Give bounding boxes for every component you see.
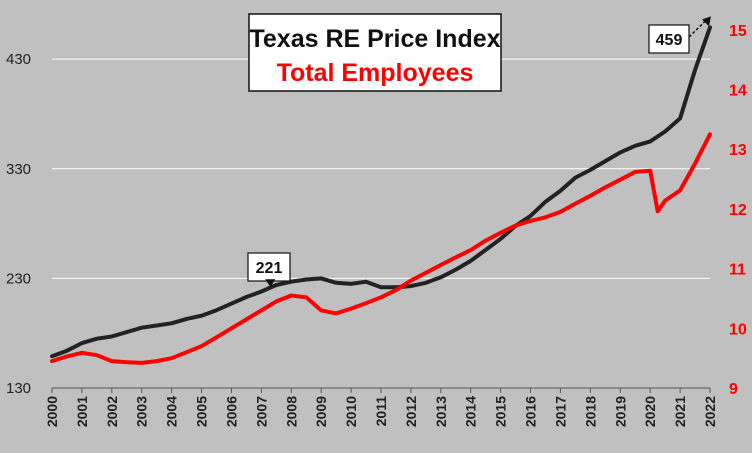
left-tick-label: 430 xyxy=(6,51,31,68)
x-tick-label: 2005 xyxy=(194,396,210,427)
x-tick-label: 2003 xyxy=(134,396,150,427)
right-tick-label: 9 xyxy=(729,381,738,398)
annotation-arrowhead xyxy=(265,279,276,288)
x-tick-label: 2007 xyxy=(253,396,269,427)
x-tick-label: 2011 xyxy=(373,396,389,427)
x-tick-label: 2020 xyxy=(642,396,658,427)
title-box: Texas RE Price Index Total Employees xyxy=(248,13,502,92)
x-tick-label: 2021 xyxy=(672,396,688,427)
x-tick-label: 2016 xyxy=(523,396,539,427)
annotation-box xyxy=(648,24,690,54)
annotations: 221 459 xyxy=(247,16,711,288)
x-tick-label: 2012 xyxy=(403,396,419,427)
x-tick-label: 2009 xyxy=(313,396,329,427)
chart-title: Texas RE Price Index xyxy=(249,25,500,53)
right-axis-ticks: 9 10 11 12 13 14 15 xyxy=(729,23,747,398)
x-tick-label: 2001 xyxy=(74,396,90,427)
series-lines xyxy=(50,25,712,365)
left-tick-label: 130 xyxy=(6,380,31,397)
price-index-line xyxy=(50,25,712,359)
x-tick-label: 2014 xyxy=(463,396,479,427)
x-tick-label: 2018 xyxy=(582,396,598,427)
right-tick-label: 10 xyxy=(729,321,747,338)
left-axis-ticks: 130 230 330 430 xyxy=(6,51,31,397)
x-tick-label: 2010 xyxy=(343,396,359,427)
right-tick-label: 13 xyxy=(729,142,747,159)
title-box-frame xyxy=(248,13,502,92)
annotation-arrowhead xyxy=(702,16,711,27)
right-tick-label: 15 xyxy=(729,23,747,40)
right-tick-label: 12 xyxy=(729,202,747,219)
x-tick-label: 2000 xyxy=(44,396,60,427)
left-tick-label: 330 xyxy=(6,161,31,178)
annotation-label: 459 xyxy=(656,32,683,49)
chart-subtitle: Total Employees xyxy=(277,59,474,87)
annotation-arrow xyxy=(688,18,708,38)
x-tick-label: 2008 xyxy=(283,396,299,427)
right-tick-label: 14 xyxy=(729,83,747,100)
x-tick-label: 2015 xyxy=(493,396,509,427)
annotation-box xyxy=(247,252,291,282)
x-tick-label: 2006 xyxy=(223,396,239,427)
x-tick-label: 2002 xyxy=(104,396,120,427)
x-tick-label: 2013 xyxy=(433,396,449,427)
x-tick-label: 2017 xyxy=(552,396,568,427)
x-tick-label: 2004 xyxy=(164,396,180,427)
left-tick-label: 230 xyxy=(6,270,31,287)
right-tick-label: 11 xyxy=(729,262,746,279)
employees-line xyxy=(50,132,712,365)
annotation-label: 221 xyxy=(256,260,283,277)
x-tick-label: 2022 xyxy=(702,396,718,427)
x-axis-ticks: 2000 2001 2002 2003 2004 2005 2006 2007 2008 2009… xyxy=(44,388,718,427)
x-tick-label: 2019 xyxy=(612,396,628,427)
